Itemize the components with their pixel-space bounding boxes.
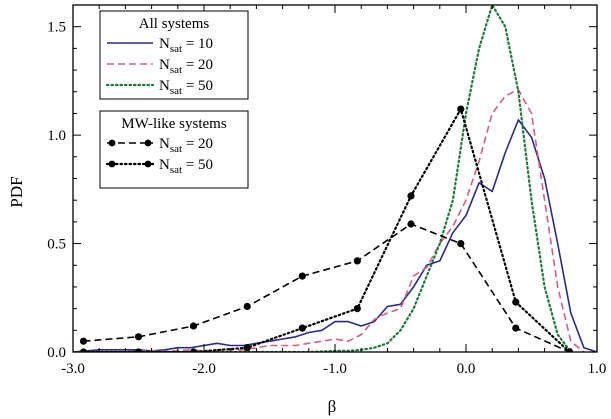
legend-label-1-1: Nsat = 50 xyxy=(159,157,213,176)
x-tick-label: 0.0 xyxy=(457,361,476,377)
series-line-4 xyxy=(82,107,571,352)
legend-box xyxy=(99,110,249,189)
series-3-point-1 xyxy=(134,333,143,341)
y-tick-label: 1.0 xyxy=(47,128,66,144)
series-4-point-3 xyxy=(243,344,251,352)
legend-label-0-2: Nsat = 50 xyxy=(159,78,213,97)
legend-0: All systems Nsat = 10 Nsat = 20 Nsat = 50 xyxy=(99,10,249,100)
series-4-point-2 xyxy=(189,348,198,352)
legend-marker xyxy=(108,160,116,168)
x-tick-label: -1.0 xyxy=(323,361,347,377)
legend-marker xyxy=(108,139,116,147)
plot-area xyxy=(73,5,597,352)
series-4-point-1 xyxy=(134,348,143,352)
series-3-point-8 xyxy=(512,324,520,332)
legend-title: All systems xyxy=(139,16,210,32)
legend-marker xyxy=(144,160,152,168)
series-line-0 xyxy=(73,119,597,352)
series-3-point-0 xyxy=(79,337,88,345)
series-line-3 xyxy=(83,223,570,352)
legend-title: MW-like systems xyxy=(121,116,227,132)
series-3-point-3 xyxy=(243,302,251,311)
series-3-point-5 xyxy=(353,257,361,265)
y-tick-label: 1.5 xyxy=(47,20,66,36)
y-axis-title: PDF xyxy=(7,176,26,207)
legend-label-1-0: Nsat = 20 xyxy=(159,136,213,155)
series-line-1 xyxy=(73,88,585,352)
series-3-point-2 xyxy=(189,322,198,330)
series-4-point-0 xyxy=(79,348,88,352)
series-line-2 xyxy=(73,5,572,352)
legend-label-0-0: Nsat = 10 xyxy=(159,36,213,55)
series-4-point-5 xyxy=(353,305,361,313)
y-tick-label: 0.5 xyxy=(47,237,66,253)
series-4-point-6 xyxy=(407,192,415,200)
series-3-point-4 xyxy=(298,272,306,280)
legend-label-0-1: Nsat = 20 xyxy=(159,57,213,76)
legend-marker xyxy=(144,139,152,147)
series-4-point-7 xyxy=(457,105,465,113)
series-3-point-7 xyxy=(457,240,465,248)
x-tick-label: 1.0 xyxy=(588,361,607,377)
x-tick-label: -2.0 xyxy=(192,361,216,377)
x-tick-label: -3.0 xyxy=(61,361,85,377)
x-axis-title: β xyxy=(328,397,337,416)
legend-1: MW-like systems Nsat = 20 Nsat = 50 xyxy=(99,110,249,189)
series-3-point-6 xyxy=(407,220,415,228)
series-4-point-4 xyxy=(298,324,306,332)
y-tick-label: 0.0 xyxy=(47,345,66,361)
series-4-point-8 xyxy=(512,298,520,306)
